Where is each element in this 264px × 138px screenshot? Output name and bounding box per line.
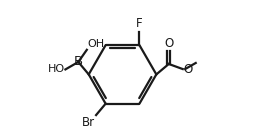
Text: Br: Br <box>82 116 95 129</box>
Text: O: O <box>164 37 173 50</box>
Text: OH: OH <box>87 39 105 49</box>
Text: HO: HO <box>48 64 65 74</box>
Text: O: O <box>183 63 193 76</box>
Text: B: B <box>74 55 83 68</box>
Text: F: F <box>136 17 143 30</box>
